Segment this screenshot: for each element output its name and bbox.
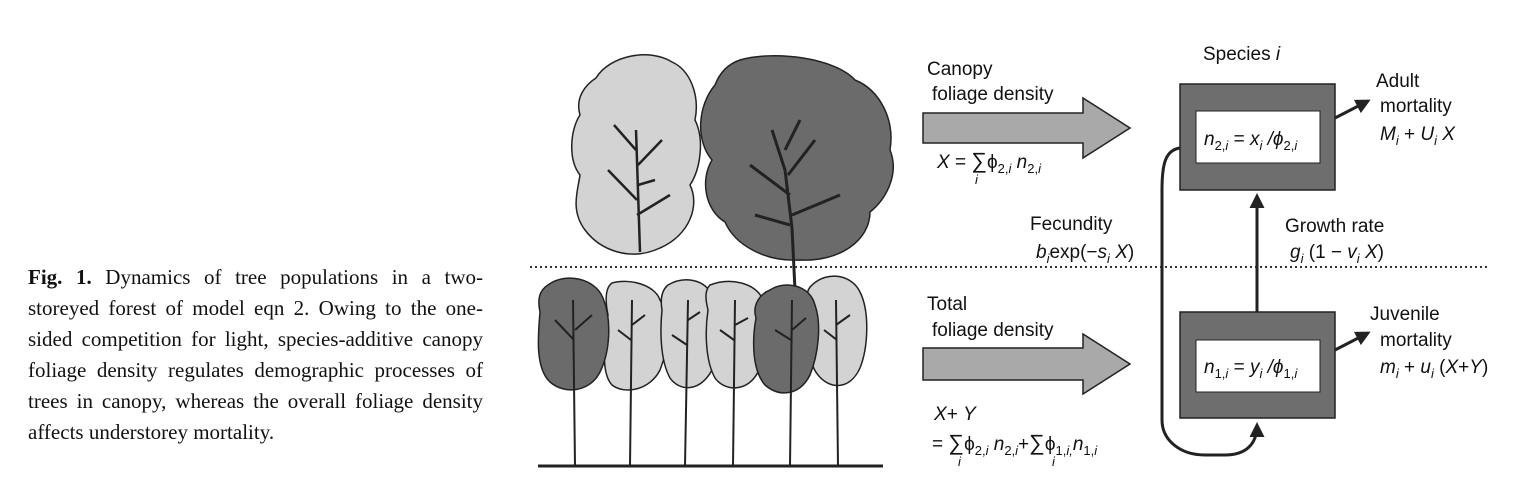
svg-text:i: i — [975, 172, 979, 187]
juvenile-label-1: Juvenile — [1370, 304, 1440, 325]
fecundity-label: Fecundity — [1030, 214, 1113, 235]
canopy-tree-dark — [700, 55, 894, 261]
growth-equation: gi (1 − vi X) — [1290, 242, 1384, 266]
juvenile-mortality-arrow — [1334, 331, 1371, 352]
caption-label: Fig. 1. — [28, 265, 92, 289]
svg-text:gi (1 − vi X): gi (1 − vi X) — [1290, 242, 1384, 266]
svg-text:= ∑ϕ2,i n2,i+∑ϕ1,i,n1,i: = ∑ϕ2,i n2,i+∑ϕ1,i,n1,i — [932, 430, 1098, 458]
svg-text:X+ Y: X+ Y — [933, 404, 977, 425]
total-density-arrow — [922, 332, 1132, 396]
svg-text:biexp(−si X): biexp(−si X) — [1036, 242, 1134, 266]
figure-caption: Fig. 1. Dynamics of tree populations in … — [28, 262, 483, 448]
adult-mortality-equation: Mi + Ui X — [1380, 124, 1456, 148]
svg-text:i: i — [1052, 454, 1056, 469]
adult-label-1: Adult — [1376, 71, 1420, 92]
canopy-density-arrow — [922, 96, 1132, 160]
total-label-1: Total — [927, 294, 967, 315]
canopy-density-equation: X = ∑ϕ2,i n2,i i — [936, 148, 1042, 187]
svg-text:mi + ui (X+Y): mi + ui (X+Y) — [1380, 357, 1488, 381]
adult-box-inner — [1195, 110, 1321, 164]
svg-text:X = ∑ϕ2,i n2,i: X = ∑ϕ2,i n2,i — [936, 148, 1042, 176]
juvenile-label-2: mortality — [1380, 330, 1452, 351]
species-label: Species i — [1203, 44, 1281, 65]
total-label-2: foliage density — [932, 320, 1054, 341]
canopy-trees — [571, 54, 894, 291]
fecundity-equation: biexp(−si X) — [1036, 242, 1134, 266]
canopy-label-1: Canopy — [927, 59, 993, 80]
fecundity-loop — [1160, 146, 1265, 457]
svg-text:i: i — [958, 454, 962, 469]
juvenile-mortality-equation: mi + ui (X+Y) — [1380, 357, 1488, 381]
svg-text:Mi + Ui X: Mi + Ui X — [1380, 124, 1456, 148]
total-density-equation: X+ Y = ∑ϕ2,i n2,i+∑ϕ1,i,n1,i i i — [932, 404, 1098, 469]
caption-text: Dynamics of tree populations in a two-st… — [28, 265, 483, 444]
understorey-trees — [537, 275, 883, 468]
growth-label: Growth rate — [1285, 216, 1384, 237]
juvenile-box-inner — [1195, 339, 1321, 393]
adult-label-2: mortality — [1380, 96, 1452, 117]
canopy-label-2: foliage density — [932, 84, 1054, 105]
adult-mortality-arrow — [1334, 99, 1371, 120]
